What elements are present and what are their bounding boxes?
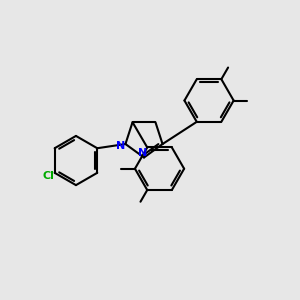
Text: Cl: Cl xyxy=(42,171,54,182)
Text: N: N xyxy=(138,148,147,158)
Text: N: N xyxy=(116,140,126,151)
